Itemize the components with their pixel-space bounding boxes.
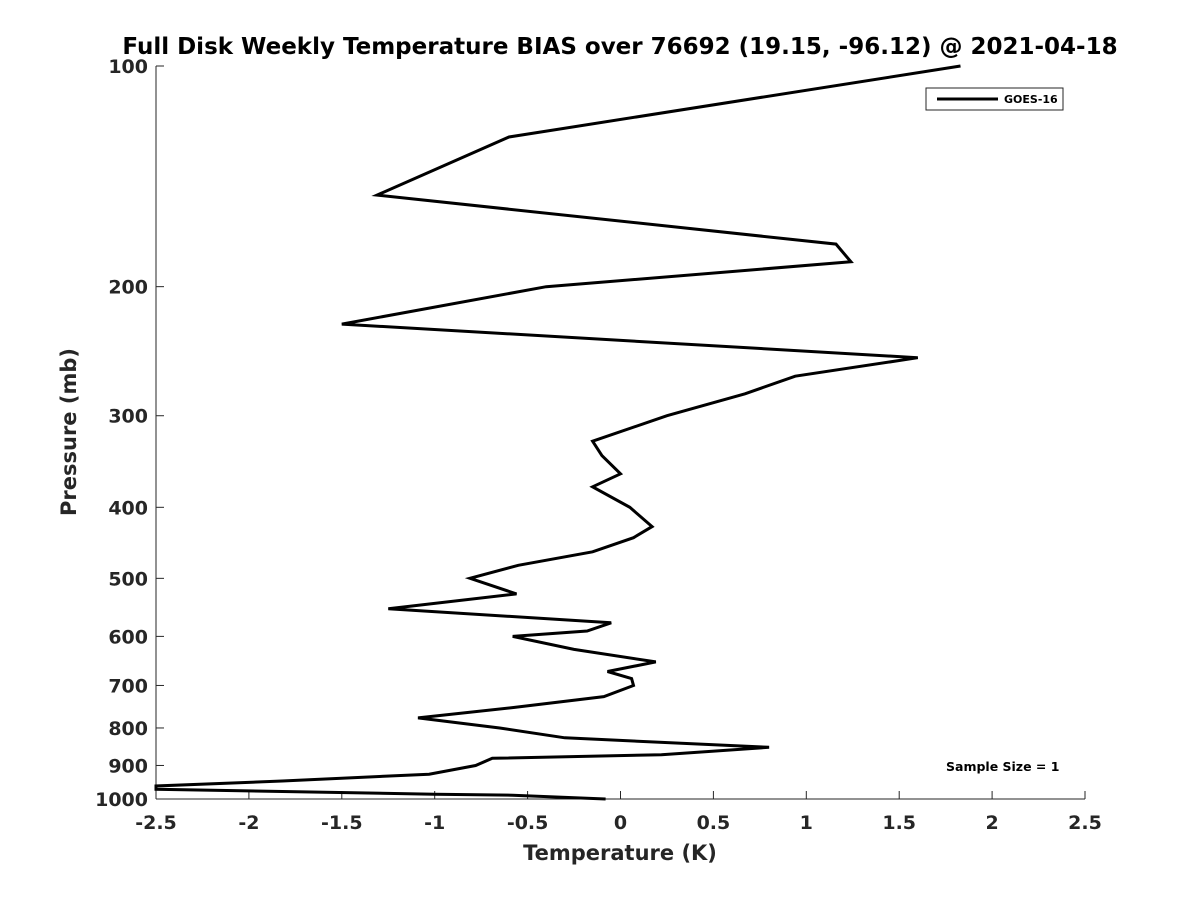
y-tick-label: 900: [108, 755, 148, 777]
x-tick-label: -0.5: [507, 812, 549, 834]
y-axis-label: Pressure (mb): [57, 348, 81, 516]
y-tick-label: 700: [108, 675, 148, 697]
y-tick-label: 300: [108, 406, 148, 428]
y-tick-label: 600: [108, 626, 148, 648]
x-tick-label: -2: [238, 812, 259, 834]
x-tick-label: -1: [424, 812, 445, 834]
chart-title: Full Disk Weekly Temperature BIAS over 7…: [122, 34, 1117, 60]
x-tick-label: -2.5: [135, 812, 177, 834]
x-tick-label: 2: [985, 812, 998, 834]
x-tick-label: 1: [800, 812, 813, 834]
x-tick-label: -1.5: [321, 812, 363, 834]
x-axis-label: Temperature (K): [523, 841, 717, 865]
series-line-goes-16: [154, 64, 961, 801]
y-tick-label: 200: [108, 277, 148, 299]
y-tick-label: 500: [108, 568, 148, 590]
plot-lines: [154, 64, 961, 801]
x-tick-label: 0: [614, 812, 627, 834]
x-tick-label: 2.5: [1068, 812, 1102, 834]
x-ticks: -2.5 -2 -1.5 -1 -0.5 0 0.5 1 1.5 2 2.5: [135, 791, 1102, 834]
x-tick-label: 0.5: [697, 812, 731, 834]
y-tick-label: 400: [108, 497, 148, 519]
sample-size-annotation: Sample Size = 1: [946, 759, 1059, 774]
legend-label-goes-16: GOES-16: [1004, 93, 1058, 106]
y-tick-label: 1000: [95, 789, 148, 811]
y-tick-label: 100: [108, 56, 148, 78]
y-tick-label: 800: [108, 718, 148, 740]
x-tick-label: 1.5: [882, 812, 916, 834]
legend: GOES-16: [925, 87, 1064, 111]
y-ticks: 100 200 300 400 500 600 700 800 900 1000: [95, 56, 164, 811]
